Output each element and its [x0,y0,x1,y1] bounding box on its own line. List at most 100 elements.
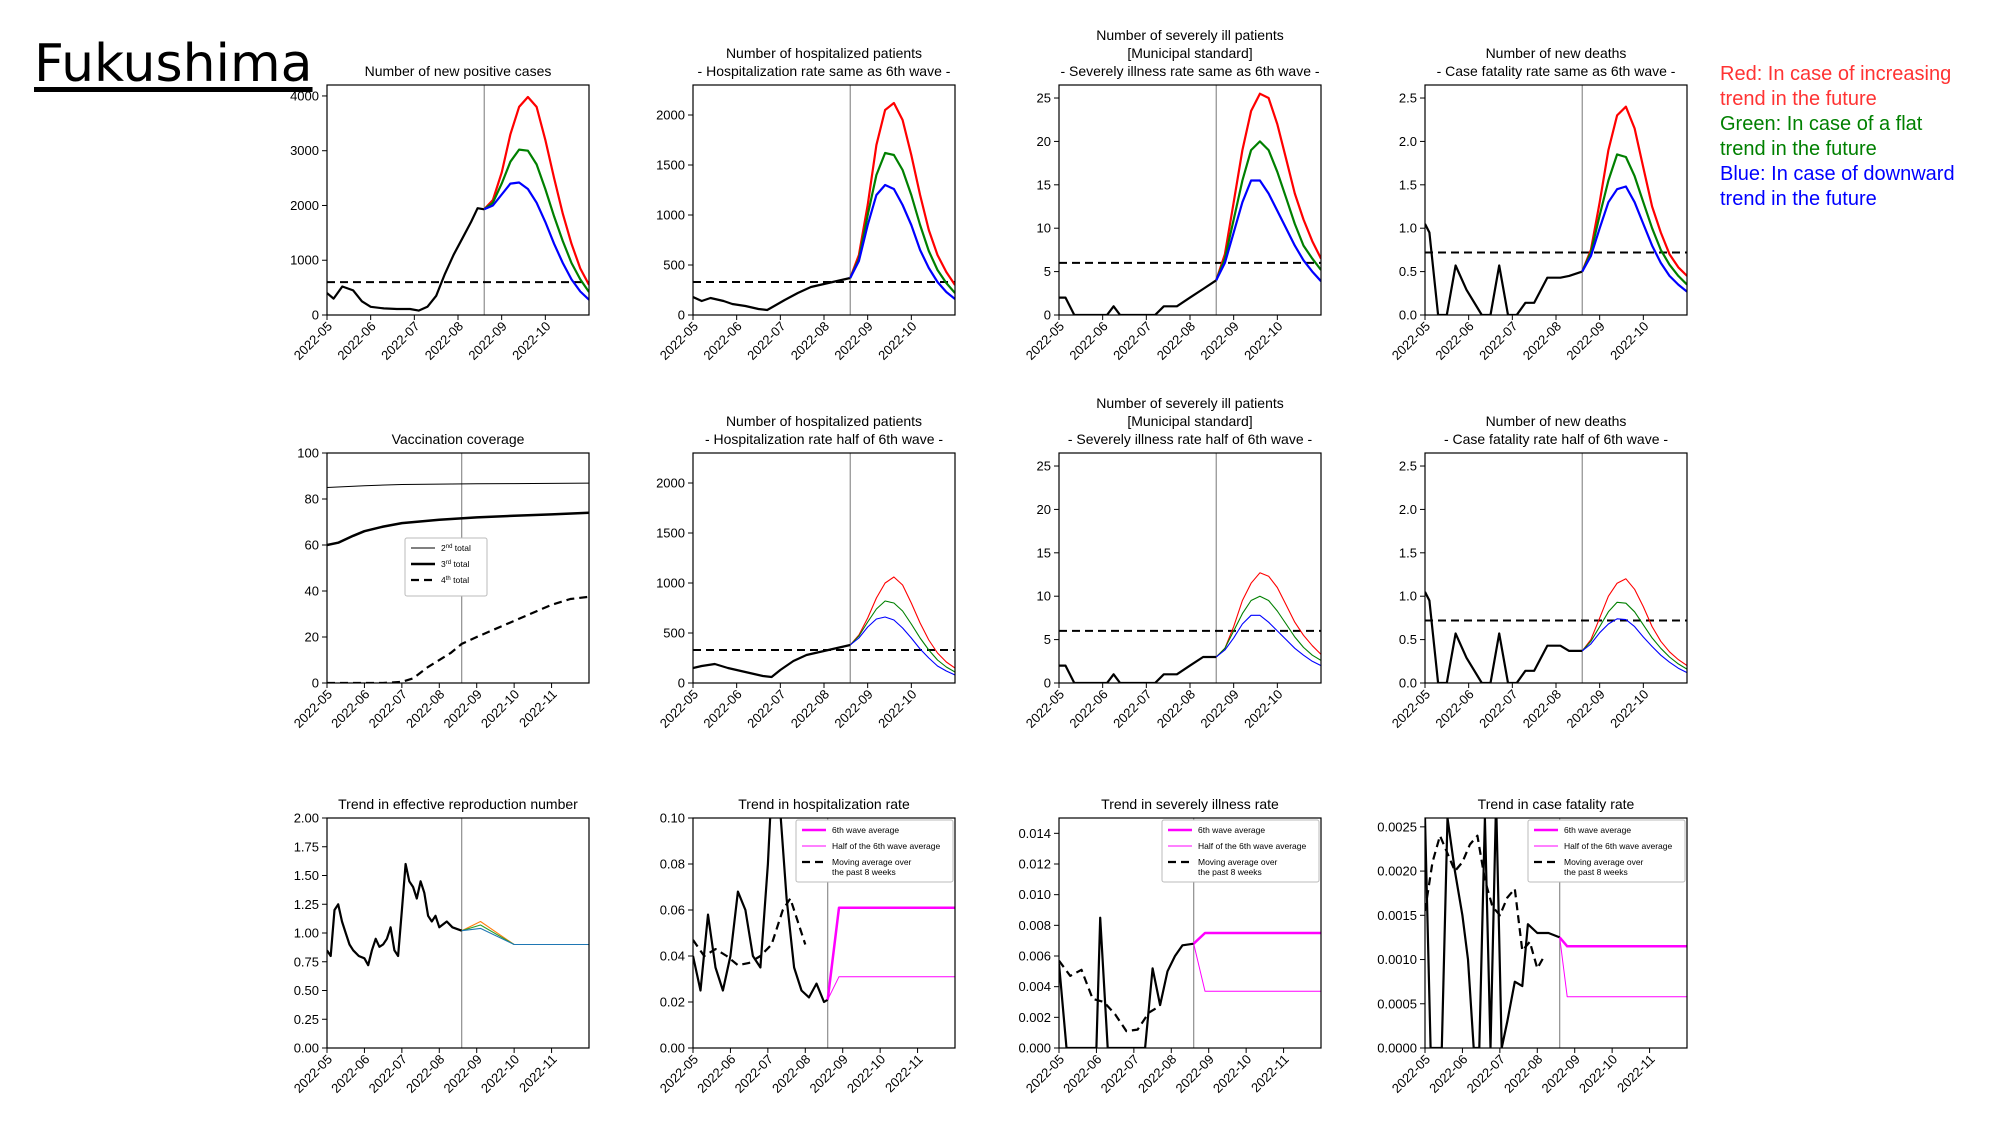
y-tick-label: 0 [1044,308,1051,323]
series-line-1 [1425,834,1546,970]
y-tick-label: 40 [305,584,319,599]
series-line-1 [483,95,589,286]
y-tick-label: 0.0000 [1377,1041,1417,1056]
y-tick-label: 1000 [656,208,685,223]
y-tick-label: 1.50 [294,868,319,883]
legend-note-line: trend in the future [1720,138,1877,160]
legend-label-sup: th [446,576,451,582]
y-tick-label: 80 [305,492,319,507]
y-tick-label: 0.00 [294,1041,319,1056]
chart-death2: Number of new deaths - Case fatality rate… [1389,413,1688,731]
chart-death1: Number of new deaths - Case fatality rate… [1389,45,1688,363]
chart-title: - Case fatality rate same as 6th wave - [1437,63,1676,79]
series-line-1 [1059,959,1157,1033]
x-tick-label: 2022-06 [700,319,744,363]
legend-label: Half of the 6th wave average [832,841,940,851]
y-tick-label: 10 [1037,589,1051,604]
y-tick-label: 1500 [656,526,685,541]
y-tick-label: 5 [1044,264,1051,279]
y-tick-label: 5 [1044,632,1051,647]
y-tick-label: 15 [1037,545,1051,560]
chart-title: - Severely illness rate half of 6th wave… [1068,431,1313,447]
y-tick-label: 1.5 [1399,177,1417,192]
x-tick-label: 2022-08 [788,687,832,731]
x-tick-label: 2022-07 [1098,1052,1142,1096]
x-tick-label: 2022-06 [1432,687,1476,731]
series-line-2 [826,906,955,1000]
legend-label: the past 8 weeks [1198,867,1262,877]
x-tick-label: 2022-08 [422,319,466,363]
y-tick-label: 1.00 [294,926,319,941]
x-tick-label: 2022-11 [1248,1052,1292,1096]
y-tick-label: 4000 [290,88,319,103]
y-tick-label: 0.014 [1018,826,1051,841]
x-tick-label: 2022-07 [1476,687,1520,731]
chart-title: Number of hospitalized patients [726,413,922,429]
chart-srate: Trend in severely illness rate 0.000 0.002… [1018,796,1322,1096]
legend-note-line: trend in the future [1720,188,1877,210]
series-line-3 [849,616,955,676]
series-line-2 [1558,936,1687,948]
x-tick-label: 2022-05 [291,1052,335,1096]
y-tick-label: 0.000 [1018,1041,1051,1056]
plot-area [1059,453,1321,683]
y-tick-label: 0.012 [1018,857,1051,872]
x-tick-label: 2022-10 [1241,687,1285,731]
axes-frame [326,452,590,684]
x-tick-label: 2022-10 [509,319,553,363]
chart-title: - Hospitalization rate same as 6th wave … [698,63,951,79]
y-tick-label: 10 [1037,221,1051,236]
series-line-0 [327,862,463,967]
x-tick-label: 2022-06 [694,1052,738,1096]
series-line-3 [1581,618,1687,674]
x-tick-label: 2022-08 [1520,687,1564,731]
legend-label-base: 3 [441,559,446,569]
y-tick-label: 0 [1044,676,1051,691]
axes-frame [1058,817,1322,1049]
y-tick-label: 2000 [656,108,685,123]
x-tick-label: 2022-06 [328,1052,372,1096]
series-line-2 [483,148,589,293]
x-tick-label: 2022-05 [657,1052,701,1096]
x-tick-label: 2022-09 [465,319,509,363]
y-tick-label: 0 [678,676,685,691]
x-tick-label: 2022-07 [1476,319,1520,363]
x-tick-label: 2022-07 [744,319,788,363]
series-line-2 [849,151,955,294]
series-line-3 [1193,943,1321,992]
x-tick-label: 2022-05 [657,319,701,363]
x-tick-label: 2022-05 [1389,319,1433,363]
chart-title: Number of new deaths [1486,413,1627,429]
y-tick-label: 60 [305,538,319,553]
series-line-3 [827,976,955,1000]
series-line-0 [693,276,851,312]
x-tick-label: 2022-10 [1607,687,1651,731]
y-tick-label: 100 [297,446,319,461]
legend-label-base: 4 [441,575,446,585]
plot-area [693,818,955,1048]
y-tick-label: 2.0 [1399,134,1417,149]
chart-title: Trend in severely illness rate [1101,796,1279,812]
legend-label-rest: total [451,559,470,569]
x-tick-label: 2022-09 [1197,687,1241,731]
series-line-3 [483,181,589,301]
series-line-1 [1581,105,1687,277]
x-tick-label: 2022-08 [1501,1052,1545,1096]
series-line-1 [849,576,955,669]
axes-frame [326,84,590,316]
legend-label: 2nd total [441,543,471,553]
chart-title: - Case fatality rate half of 6th wave - [1444,431,1668,447]
series-line-2 [327,595,589,683]
x-tick-label: 2022-07 [366,687,410,731]
y-tick-label: 500 [663,626,685,641]
y-tick-label: 25 [1037,91,1051,106]
y-tick-label: 0.04 [660,949,685,964]
legend-label: 3rd total [441,559,470,569]
legend-label: Half of the 6th wave average [1564,841,1672,851]
plot-area [327,818,589,1048]
series-line-2 [849,600,955,673]
x-tick-label: 2022-09 [1563,319,1607,363]
chart-title: Number of new deaths [1486,45,1627,61]
chart-rt: Trend in effective reproduction number 0.… [291,796,590,1096]
